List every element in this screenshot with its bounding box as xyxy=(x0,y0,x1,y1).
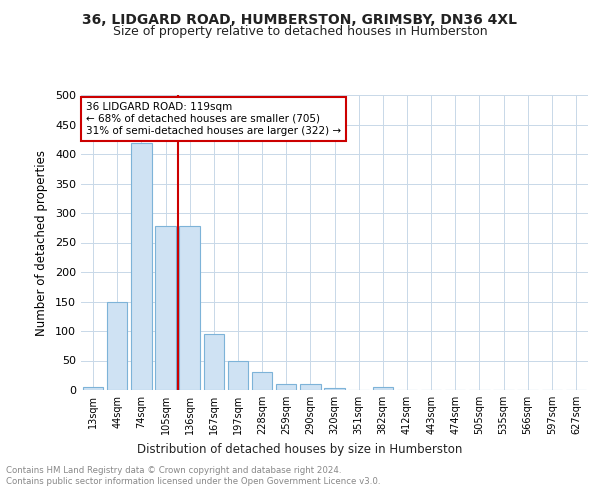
Bar xyxy=(131,144,152,390)
Text: 36 LIDGARD ROAD: 119sqm
← 68% of detached houses are smaller (705)
31% of semi-d: 36 LIDGARD ROAD: 119sqm ← 68% of detache… xyxy=(86,102,341,136)
Text: Contains HM Land Registry data © Crown copyright and database right 2024.: Contains HM Land Registry data © Crown c… xyxy=(6,466,341,475)
Bar xyxy=(300,384,320,390)
Text: 36, LIDGARD ROAD, HUMBERSTON, GRIMSBY, DN36 4XL: 36, LIDGARD ROAD, HUMBERSTON, GRIMSBY, D… xyxy=(83,12,517,26)
Bar xyxy=(252,372,272,390)
Bar xyxy=(83,387,103,390)
Bar xyxy=(203,334,224,390)
Text: Size of property relative to detached houses in Humberston: Size of property relative to detached ho… xyxy=(113,25,487,38)
Bar xyxy=(155,226,176,390)
Bar xyxy=(276,384,296,390)
Bar xyxy=(373,387,393,390)
Text: Distribution of detached houses by size in Humberston: Distribution of detached houses by size … xyxy=(137,442,463,456)
Bar xyxy=(179,226,200,390)
Y-axis label: Number of detached properties: Number of detached properties xyxy=(35,150,48,336)
Bar xyxy=(107,302,127,390)
Bar xyxy=(227,360,248,390)
Bar xyxy=(324,388,345,390)
Text: Contains public sector information licensed under the Open Government Licence v3: Contains public sector information licen… xyxy=(6,477,380,486)
